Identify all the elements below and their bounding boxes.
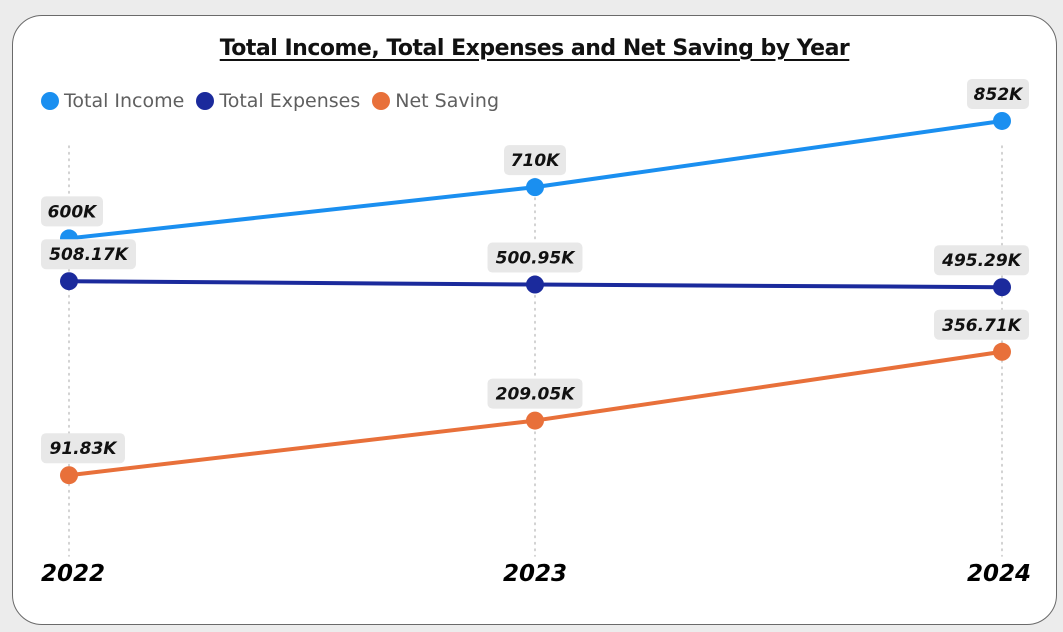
legend-marker-total-expenses xyxy=(196,92,215,110)
data-label-total-expenses-2022: 508.17K xyxy=(49,245,130,265)
data-label-total-income-2023: 710K xyxy=(511,151,561,171)
data-label-total-expenses-2024: 495.29K xyxy=(941,251,1023,271)
legend-label-total-income: Total Income xyxy=(64,90,185,112)
data-point-total-expenses-2024 xyxy=(993,278,1011,297)
legend-marker-total-income xyxy=(41,92,59,110)
data-label-net-saving-2022: 91.83K xyxy=(50,439,119,459)
data-label-bg-net-saving-2022 xyxy=(41,433,125,464)
data-label-bg-total-income-2023 xyxy=(504,145,566,176)
data-point-net-saving-2024 xyxy=(993,342,1011,361)
data-label-total-expenses-2023: 500.95K xyxy=(496,249,577,269)
legend-label-total-expenses: Total Expenses xyxy=(219,90,361,112)
data-point-net-saving-2023 xyxy=(526,411,544,430)
legend-label-net-saving: Net Saving xyxy=(395,90,500,112)
data-label-bg-total-expenses-2022 xyxy=(41,239,136,270)
data-point-total-income-2024 xyxy=(993,111,1011,130)
data-label-total-income-2024: 852K xyxy=(974,85,1024,105)
data-label-bg-total-expenses-2023 xyxy=(487,242,583,273)
data-label-net-saving-2024: 356.71K xyxy=(942,316,1023,336)
chart-legend: Total Income Total Expenses Net Saving xyxy=(41,90,511,112)
legend-item-total-expenses[interactable]: Total Expenses xyxy=(196,90,360,112)
chart-title: Total Income, Total Expenses and Net Sav… xyxy=(219,36,850,61)
data-label-net-saving-2023: 209.05K xyxy=(496,385,577,405)
data-label-bg-total-income-2024 xyxy=(967,78,1029,109)
legend-item-net-saving[interactable]: Net Saving xyxy=(372,90,499,112)
legend-item-total-income[interactable]: Total Income xyxy=(41,90,184,112)
data-label-bg-net-saving-2023 xyxy=(487,378,583,409)
line-chart-plot: 600K 710K 852K 508.17K 500.95K 495.29K 91.83K 2… xyxy=(41,78,1031,587)
x-tick-label-2022: 2022 xyxy=(41,561,105,587)
legend-marker-net-saving xyxy=(372,92,391,110)
data-label-bg-total-income-2022 xyxy=(41,196,103,227)
data-label-bg-net-saving-2024 xyxy=(934,309,1029,340)
data-point-net-saving-2022 xyxy=(60,466,78,485)
data-point-total-expenses-2022 xyxy=(60,272,78,291)
data-point-total-expenses-2023 xyxy=(526,275,544,294)
data-label-bg-total-expenses-2024 xyxy=(934,245,1029,276)
data-label-total-income-2022: 600K xyxy=(48,202,98,222)
chart-card: Total Income, Total Expenses and Net Sav… xyxy=(12,15,1057,625)
data-point-total-income-2023 xyxy=(526,178,544,197)
x-tick-label-2023: 2023 xyxy=(503,561,567,587)
x-tick-label-2024: 2024 xyxy=(967,561,1031,587)
